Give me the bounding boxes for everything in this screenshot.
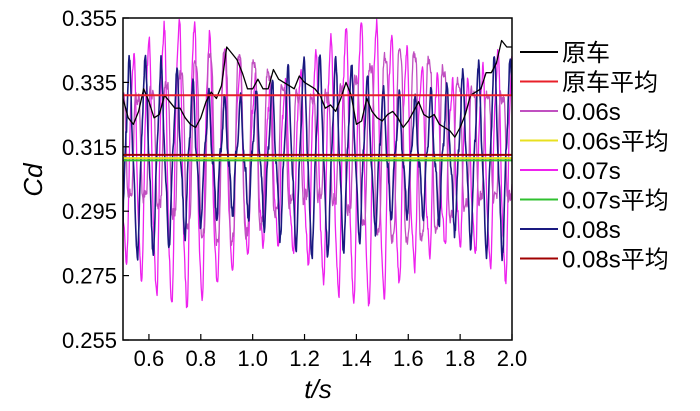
x-tick-group: 0.6 0.8 1.0 1.2 1.4 1.6 1.8 2.0 — [134, 334, 528, 371]
y-tick-label: 0.295 — [62, 199, 117, 224]
legend-label: 原车 — [562, 40, 610, 67]
legend-label: 原车平均 — [562, 70, 658, 97]
legend-label: 0.06s平均 — [562, 129, 669, 156]
series-line-0 — [123, 39, 512, 138]
y-axis-title: Cd — [18, 162, 48, 197]
series-line-6 — [123, 54, 512, 262]
y-tick-label: 0.355 — [62, 6, 117, 31]
x-tick-label: 1.6 — [393, 346, 424, 371]
legend-label: 0.07s — [562, 158, 621, 185]
y-tick-label: 0.335 — [62, 70, 117, 95]
series-line-2 — [123, 48, 512, 247]
x-tick-label: 1.0 — [237, 346, 268, 371]
y-tick-label: 0.275 — [62, 264, 117, 289]
x-axis-title: t/s — [304, 374, 331, 404]
x-tick-label: 1.2 — [289, 346, 320, 371]
y-tick-label: 0.255 — [62, 328, 117, 353]
y-tick-group: 0.255 0.275 0.295 0.315 0.335 0.355 — [62, 6, 129, 353]
legend-label: 0.08s — [562, 217, 621, 244]
x-tick-label: 1.8 — [445, 346, 476, 371]
plot-series-group — [123, 18, 512, 309]
x-tick-label: 1.4 — [341, 346, 372, 371]
series-line-4 — [123, 18, 512, 309]
plot-frame — [122, 17, 513, 341]
legend-label: 0.06s — [562, 99, 621, 126]
x-tick-label: 0.6 — [134, 346, 165, 371]
legend-label: 0.08s平均 — [562, 247, 669, 274]
x-tick-label: 0.8 — [186, 346, 217, 371]
x-tick-label: 2.0 — [497, 346, 528, 371]
y-tick-label: 0.315 — [62, 135, 117, 160]
legend-label: 0.07s平均 — [562, 188, 669, 215]
